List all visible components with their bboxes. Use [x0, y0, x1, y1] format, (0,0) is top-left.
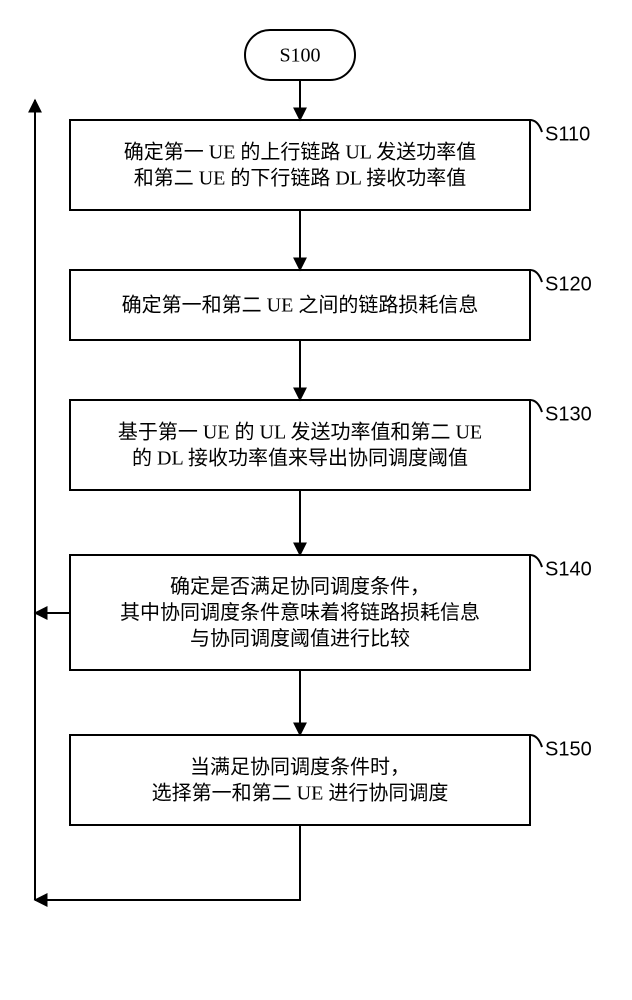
svg-text:其中协同调度条件意味着将链路损耗信息: 其中协同调度条件意味着将链路损耗信息	[120, 601, 480, 624]
svg-text:与协同调度阈值进行比较: 与协同调度阈值进行比较	[190, 627, 410, 650]
svg-text:S100: S100	[279, 45, 320, 67]
svg-text:和第二 UE 的下行链路 DL 接收功率值: 和第二 UE 的下行链路 DL 接收功率值	[134, 167, 467, 190]
svg-text:选择第一和第二 UE 进行协同调度: 选择第一和第二 UE 进行协同调度	[152, 782, 449, 805]
svg-text:S110: S110	[545, 123, 590, 145]
svg-text:S130: S130	[545, 403, 592, 425]
svg-text:确定第一和第二 UE 之间的链路损耗信息: 确定第一和第二 UE 之间的链路损耗信息	[122, 294, 479, 317]
svg-text:基于第一 UE 的 UL 发送功率值和第二 UE: 基于第一 UE 的 UL 发送功率值和第二 UE	[118, 421, 482, 444]
svg-text:S140: S140	[545, 558, 592, 580]
svg-text:S150: S150	[545, 738, 592, 760]
svg-text:S120: S120	[545, 273, 592, 295]
svg-text:当满足协同调度条件时，: 当满足协同调度条件时，	[190, 756, 410, 779]
svg-text:确定第一 UE 的上行链路 UL 发送功率值: 确定第一 UE 的上行链路 UL 发送功率值	[124, 141, 477, 164]
svg-text:确定是否满足协同调度条件，: 确定是否满足协同调度条件，	[170, 575, 430, 598]
svg-text:的 DL 接收功率值来导出协同调度阈值: 的 DL 接收功率值来导出协同调度阈值	[132, 447, 468, 470]
